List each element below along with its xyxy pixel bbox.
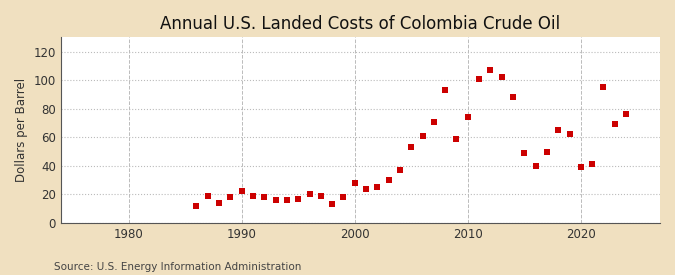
Point	[383, 178, 394, 182]
Point	[519, 151, 530, 155]
Point	[270, 198, 281, 202]
Point	[315, 194, 326, 198]
Point	[440, 88, 451, 92]
Point	[191, 204, 202, 208]
Point	[474, 76, 485, 81]
Point	[248, 194, 259, 198]
Point	[496, 75, 507, 79]
Point	[214, 201, 225, 205]
Point	[406, 145, 416, 149]
Point	[576, 165, 587, 169]
Title: Annual U.S. Landed Costs of Colombia Crude Oil: Annual U.S. Landed Costs of Colombia Cru…	[161, 15, 560, 33]
Point	[259, 195, 270, 199]
Point	[236, 189, 247, 194]
Point	[531, 164, 541, 168]
Text: Source: U.S. Energy Information Administration: Source: U.S. Energy Information Administ…	[54, 262, 301, 272]
Point	[508, 95, 518, 100]
Point	[621, 112, 632, 117]
Point	[462, 115, 473, 119]
Point	[564, 132, 575, 137]
Point	[202, 194, 213, 198]
Point	[395, 168, 406, 172]
Point	[225, 195, 236, 199]
Point	[372, 185, 383, 189]
Point	[327, 202, 338, 207]
Point	[304, 192, 315, 197]
Point	[429, 119, 439, 124]
Point	[360, 186, 371, 191]
Point	[451, 136, 462, 141]
Point	[293, 196, 304, 201]
Point	[610, 122, 620, 127]
Point	[281, 198, 292, 202]
Point	[338, 195, 349, 199]
Point	[541, 149, 552, 154]
Point	[587, 162, 597, 167]
Point	[350, 181, 360, 185]
Point	[598, 85, 609, 89]
Y-axis label: Dollars per Barrel: Dollars per Barrel	[15, 78, 28, 182]
Point	[553, 128, 564, 132]
Point	[417, 134, 428, 138]
Point	[485, 68, 496, 72]
